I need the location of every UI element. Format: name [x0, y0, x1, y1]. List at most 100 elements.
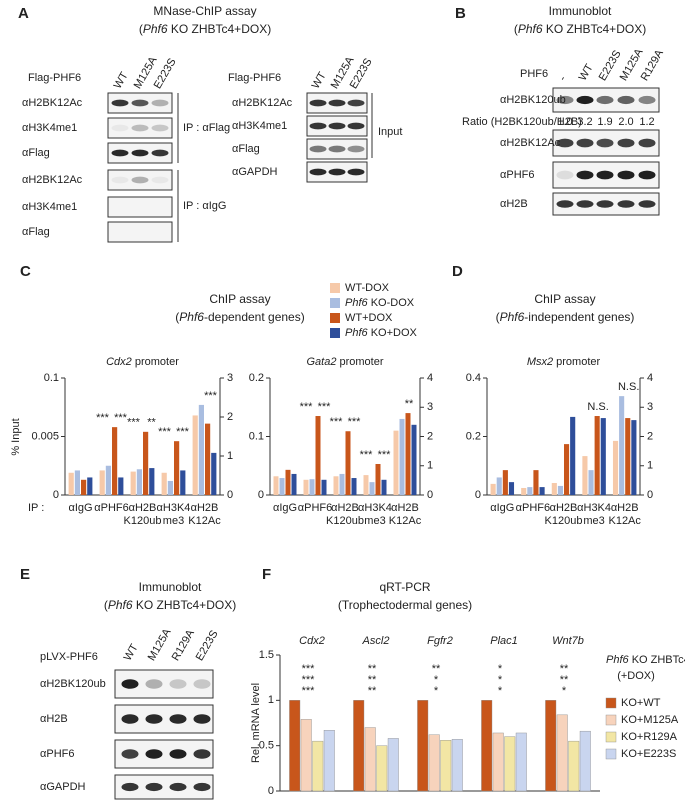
bar: [303, 479, 309, 495]
panel-letter: A: [18, 5, 29, 22]
y-tick-label: 0: [258, 489, 264, 501]
bar: [198, 404, 204, 495]
legend-swatch: [605, 731, 617, 743]
bar: [167, 480, 173, 495]
lane-label: E223S: [194, 628, 221, 663]
y-tick-label: 0.2: [466, 430, 481, 442]
row-label: αH2B: [500, 198, 528, 210]
significance: ***: [360, 449, 374, 461]
significance: ***: [330, 416, 344, 428]
bar: [68, 472, 74, 495]
blot-band: [596, 95, 614, 105]
bar: [564, 444, 570, 495]
bar: [369, 482, 375, 495]
y-tick-label: 1: [268, 694, 274, 706]
bar: [363, 475, 369, 495]
blot-band: [328, 168, 346, 176]
blot-band: [131, 149, 149, 157]
group-label: IP : αFlag: [183, 122, 230, 134]
bar: [309, 479, 315, 495]
lane-label: WT: [310, 70, 329, 91]
ratio-value: 1.0: [557, 116, 572, 128]
panel-title: MNase-ChIP assay: [153, 4, 256, 18]
bar: [87, 477, 93, 495]
blot-band: [111, 176, 129, 184]
y2-tick-label: 1: [647, 460, 653, 472]
bar: [345, 431, 351, 495]
x-tick-label: Ascl2: [362, 635, 390, 647]
bar: [143, 431, 149, 495]
significance: ***: [158, 426, 172, 438]
x-tick-label: αH2B K120ub: [326, 502, 364, 527]
panel-subtitle-part: (: [496, 310, 500, 324]
bar: [481, 700, 493, 792]
chart-title: Cdx2 promoter: [106, 356, 179, 368]
y2-tick-label: 1: [227, 450, 233, 462]
row-label: αH2BK120ub: [500, 94, 566, 106]
bar: [527, 487, 533, 495]
bar: [625, 418, 631, 495]
legend-swatch: [330, 298, 340, 308]
x-tick-label: αIgG: [273, 502, 297, 514]
blot-band: [309, 122, 327, 130]
bar: [393, 430, 399, 495]
group-label: IP : αIgG: [183, 200, 226, 212]
significance: *: [498, 685, 503, 697]
legend-swatch: [330, 283, 340, 293]
panel-subtitle-part: Phf6: [500, 310, 525, 324]
bar: [315, 416, 321, 495]
significance: **: [432, 663, 441, 675]
bar: [492, 732, 504, 792]
panel-subtitle-part: -dependent genes): [204, 310, 305, 324]
x-tick-label: αH2B K12Ac: [389, 502, 422, 527]
blot-band: [151, 124, 169, 132]
bar: [339, 473, 345, 495]
ratio-value: 3.2: [577, 116, 592, 128]
row-label: αFlag: [232, 143, 260, 155]
y2-tick-label: 2: [647, 430, 653, 442]
legend-title: Phf6 KO ZHBTc4: [606, 654, 685, 666]
legend-swatch: [605, 697, 617, 709]
blot-strip: [107, 221, 173, 243]
bar: [118, 477, 124, 495]
row-label: αPHF6: [40, 748, 74, 760]
y-tick-label: 0.1: [249, 430, 264, 442]
bar: [612, 440, 619, 495]
bar: [211, 452, 217, 495]
lane-label: WT: [122, 642, 141, 663]
panel-title: ChIP assay: [209, 292, 270, 306]
bar: [579, 730, 591, 792]
blot-band: [328, 99, 346, 107]
blot-band: [309, 168, 327, 176]
y-tick-label: 0.2: [249, 372, 264, 384]
panel-subtitle: (Phf6 KO ZHBTc4+DOX): [514, 22, 646, 36]
significance: *: [498, 663, 503, 675]
blot-band: [347, 168, 365, 176]
bar: [556, 714, 568, 792]
y2-tick-label: 3: [647, 401, 653, 413]
y2-tick-label: 0: [647, 489, 653, 501]
blot-band: [151, 176, 169, 184]
bar: [300, 719, 312, 792]
significance: ***: [114, 412, 128, 424]
x-tick-label: αH3K4 me3: [358, 502, 392, 527]
row-label: αH2B: [40, 713, 68, 725]
bar: [136, 469, 142, 495]
panel-subtitle: (Phf6-independent genes): [496, 310, 635, 324]
y2-tick-label: 4: [647, 372, 653, 384]
blot-band: [596, 138, 614, 148]
panel-subtitle-part: (: [139, 22, 143, 36]
bar: [521, 487, 527, 495]
blot-band: [145, 782, 163, 792]
blot-band: [347, 99, 365, 107]
blot-band: [576, 200, 594, 208]
bar: [399, 418, 405, 495]
bar: [376, 745, 388, 792]
x-tick-label: αH2B K12Ac: [188, 502, 221, 527]
blot-band: [638, 170, 656, 180]
panel-letter: E: [20, 566, 30, 583]
blot-band: [145, 749, 163, 759]
chart-title: Gata2 promoter: [306, 356, 383, 368]
legend-label: KO+WT: [621, 697, 661, 709]
